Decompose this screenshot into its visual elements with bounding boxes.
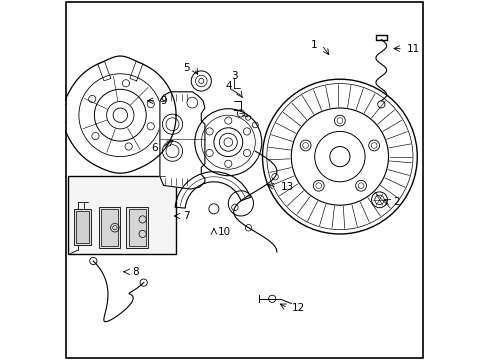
Bar [73,209,91,245]
Text: 4: 4 [225,81,231,91]
Text: 7: 7 [183,211,189,221]
Bar [76,211,88,243]
Text: 1: 1 [310,40,317,50]
Polygon shape [160,92,204,189]
Bar [128,209,145,246]
Bar [101,209,118,246]
Bar [126,207,148,248]
Text: 8: 8 [132,267,139,277]
Text: 2: 2 [392,197,399,207]
Bar [68,176,176,254]
Text: 13: 13 [281,182,294,192]
Bar [99,207,120,248]
Text: 9: 9 [160,96,167,106]
Text: 6: 6 [150,143,157,153]
Text: 5: 5 [183,63,189,73]
Text: 12: 12 [291,303,305,313]
Text: 11: 11 [407,44,420,54]
Text: 10: 10 [218,227,231,237]
Text: 3: 3 [231,71,237,81]
